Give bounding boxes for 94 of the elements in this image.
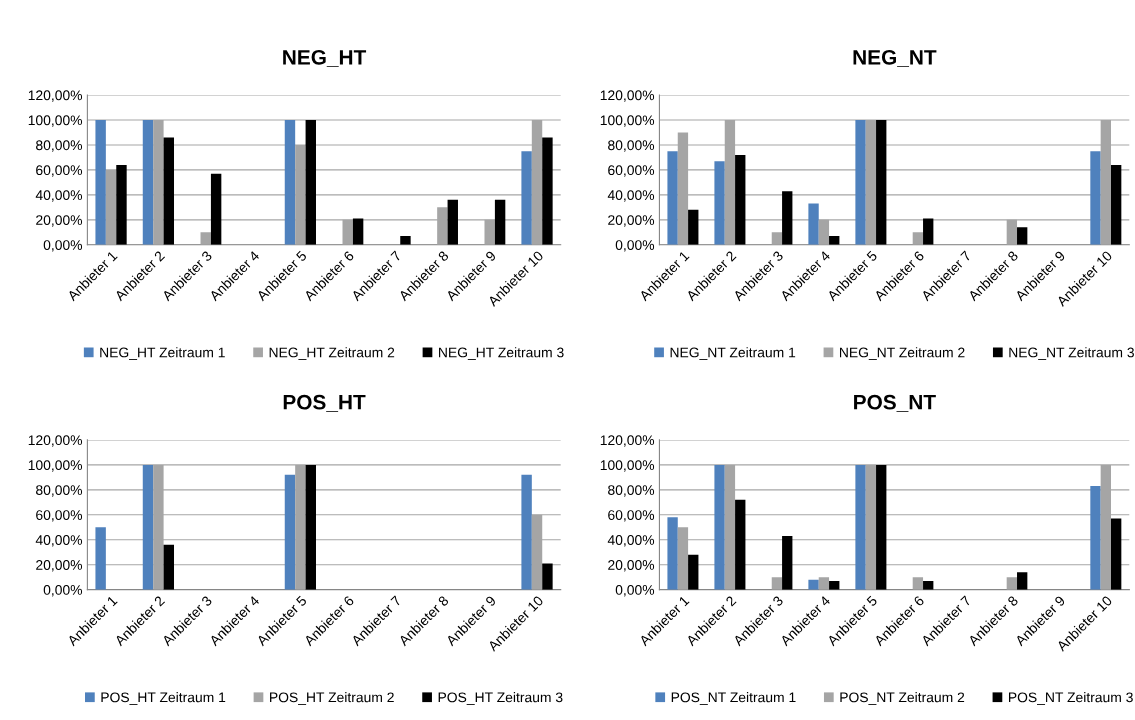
y-tick-label: 120,00% bbox=[28, 435, 83, 447]
bar bbox=[782, 536, 793, 590]
y-tick-label: 0,00% bbox=[43, 240, 83, 252]
bar bbox=[542, 563, 553, 590]
bar bbox=[494, 199, 506, 245]
y-tick-label: 120,00% bbox=[28, 90, 83, 102]
bar bbox=[284, 120, 296, 245]
legend-label: NEG_NT Zeitraum 3 bbox=[1009, 347, 1134, 360]
y-tick-label: 120,00% bbox=[600, 435, 655, 447]
y-tick-label: 20,00% bbox=[608, 215, 655, 227]
legend-label: POS_HT Zeitraum 3 bbox=[438, 692, 563, 705]
bar bbox=[142, 464, 154, 590]
y-tick-label: 40,00% bbox=[35, 190, 83, 202]
bar bbox=[200, 232, 211, 245]
bar bbox=[808, 579, 819, 590]
y-tick-label: 0,00% bbox=[615, 585, 655, 597]
bar bbox=[912, 232, 924, 245]
bar bbox=[771, 577, 783, 590]
bar bbox=[95, 527, 106, 590]
y-tick-label: 40,00% bbox=[35, 535, 83, 547]
legend-label: NEG_HT Zeitraum 1 bbox=[100, 347, 225, 360]
bar bbox=[447, 199, 458, 245]
bar bbox=[735, 154, 746, 245]
legend-label: POS_HT Zeitraum 2 bbox=[270, 692, 394, 705]
bar bbox=[163, 544, 175, 590]
y-tick-label: 100,00% bbox=[28, 115, 83, 127]
y-tick-label: 60,00% bbox=[608, 165, 655, 177]
bar bbox=[521, 151, 532, 245]
bar bbox=[116, 164, 127, 245]
y-tick-label: 40,00% bbox=[607, 535, 655, 547]
bar bbox=[667, 517, 678, 590]
legend-label: NEG_NT Zeitraum 1 bbox=[670, 347, 796, 360]
bar bbox=[735, 499, 746, 590]
bar bbox=[688, 209, 699, 245]
chart-title: NEG_HT bbox=[283, 49, 367, 68]
bar bbox=[667, 151, 678, 245]
y-tick-label: 120,00% bbox=[600, 90, 655, 102]
chart-title: NEG_NT bbox=[853, 49, 937, 68]
bar bbox=[163, 137, 175, 245]
bar bbox=[400, 236, 411, 245]
bar bbox=[714, 464, 725, 590]
y-tick-label: 20,00% bbox=[36, 560, 83, 572]
y-tick-label: 60,00% bbox=[36, 510, 83, 522]
legend-label: NEG_NT Zeitraum 2 bbox=[840, 347, 965, 360]
bar bbox=[1111, 164, 1122, 245]
bar bbox=[714, 161, 725, 245]
bar bbox=[142, 120, 154, 245]
legend-label: POS_NT Zeitraum 3 bbox=[1008, 692, 1133, 705]
y-tick-label: 0,00% bbox=[43, 585, 83, 597]
bar bbox=[855, 120, 866, 245]
y-tick-label: 80,00% bbox=[608, 140, 655, 152]
bar bbox=[818, 577, 830, 590]
bar bbox=[521, 474, 532, 590]
bar bbox=[95, 120, 106, 245]
legend-label: NEG_HT Zeitraum 3 bbox=[439, 347, 564, 360]
y-tick-label: 80,00% bbox=[608, 485, 655, 497]
y-tick-label: 100,00% bbox=[600, 115, 655, 127]
bar bbox=[855, 464, 866, 590]
bar bbox=[542, 137, 553, 245]
legend-label: NEG_HT Zeitraum 2 bbox=[269, 347, 395, 360]
y-tick-label: 60,00% bbox=[36, 165, 83, 177]
bar bbox=[1017, 572, 1028, 590]
bar bbox=[1090, 151, 1101, 245]
bar bbox=[305, 120, 316, 245]
bar bbox=[771, 232, 783, 245]
y-tick-label: 20,00% bbox=[608, 560, 655, 572]
bar bbox=[876, 120, 887, 245]
bar bbox=[876, 464, 887, 590]
chart-title: POS_NT bbox=[854, 394, 936, 412]
legend-label: POS_HT Zeitraum 1 bbox=[101, 692, 226, 705]
y-tick-label: 100,00% bbox=[28, 460, 83, 472]
bar bbox=[284, 474, 296, 590]
y-tick-label: 40,00% bbox=[607, 190, 655, 202]
y-tick-label: 0,00% bbox=[615, 240, 655, 252]
bar bbox=[688, 554, 699, 590]
bar bbox=[923, 218, 934, 245]
y-tick-label: 20,00% bbox=[36, 215, 83, 227]
bar bbox=[305, 464, 316, 590]
legend-label: POS_NT Zeitraum 2 bbox=[840, 692, 965, 705]
bar bbox=[352, 218, 364, 245]
bar bbox=[210, 173, 222, 245]
bar bbox=[1006, 577, 1018, 590]
bar bbox=[782, 191, 793, 245]
bar bbox=[1090, 486, 1101, 590]
bar bbox=[1017, 227, 1028, 245]
y-tick-label: 100,00% bbox=[600, 460, 655, 472]
y-tick-label: 80,00% bbox=[36, 140, 83, 152]
bar bbox=[1111, 518, 1122, 590]
bar bbox=[912, 577, 924, 590]
legend-label: POS_NT Zeitraum 1 bbox=[671, 692, 796, 705]
y-tick-label: 60,00% bbox=[608, 510, 655, 522]
y-tick-label: 80,00% bbox=[36, 485, 83, 497]
chart-title: POS_HT bbox=[283, 394, 366, 412]
bar bbox=[808, 203, 819, 245]
